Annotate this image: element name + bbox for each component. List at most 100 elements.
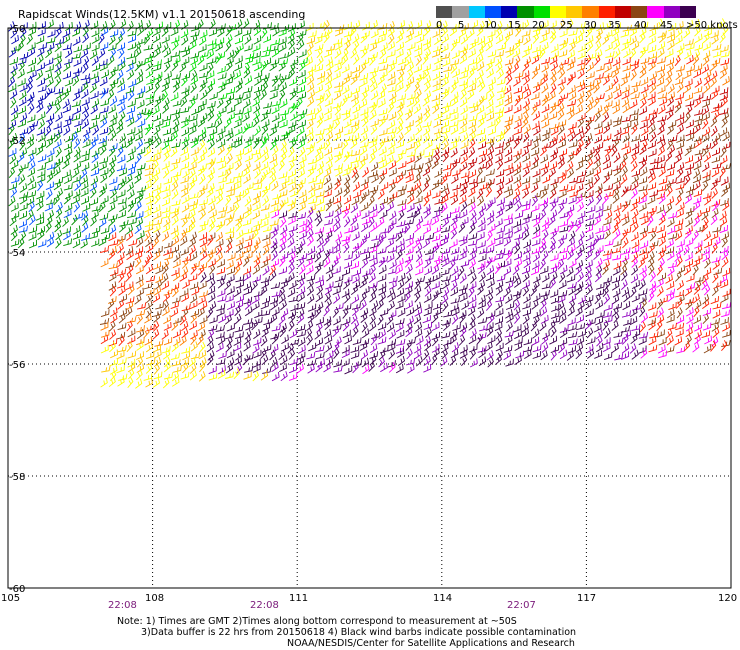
wind-barb <box>278 28 287 37</box>
wind-barb <box>261 119 270 129</box>
wind-barb <box>189 293 198 304</box>
wind-barb <box>325 68 333 80</box>
wind-barb <box>278 242 286 254</box>
wind-barb <box>532 309 541 319</box>
wind-barb <box>567 237 575 248</box>
wind-barb <box>568 85 576 95</box>
wind-barb <box>693 118 702 128</box>
wind-barb <box>117 197 127 205</box>
wind-barb <box>505 188 514 199</box>
legend-swatch <box>647 6 664 18</box>
wind-barb <box>44 125 52 137</box>
wind-barb <box>253 218 262 228</box>
wind-barb <box>99 245 110 253</box>
wind-barb <box>496 159 504 171</box>
wind-barb <box>604 209 613 220</box>
wind-barb <box>559 225 569 233</box>
wind-barb <box>440 43 449 53</box>
wind-barb <box>523 131 530 143</box>
wind-barb <box>136 337 145 346</box>
wind-barb <box>271 209 280 219</box>
wind-barb <box>200 250 208 261</box>
wind-barb <box>685 334 692 346</box>
wind-barb <box>587 317 596 326</box>
wind-barb <box>344 252 353 261</box>
wind-barb <box>368 170 378 178</box>
wind-barb <box>433 55 442 65</box>
wind-barb <box>71 100 81 108</box>
wind-barb <box>171 60 179 72</box>
wind-barb <box>82 42 91 51</box>
wind-barb <box>305 327 313 339</box>
wind-barb <box>260 161 269 171</box>
wind-barb <box>288 224 298 233</box>
wind-barb <box>441 257 450 267</box>
wind-barb <box>8 148 17 157</box>
wind-barb <box>82 62 89 74</box>
wind-barb <box>45 64 54 73</box>
wind-barb <box>190 51 200 59</box>
wind-barb <box>684 258 693 268</box>
wind-barb <box>494 218 503 228</box>
lon-label: 117 <box>577 593 597 604</box>
wind-barb <box>478 134 487 144</box>
wind-barb <box>35 196 44 206</box>
wind-barb <box>631 323 641 331</box>
wind-barb <box>550 181 558 192</box>
wind-barb <box>207 167 215 177</box>
wind-barb <box>631 169 641 177</box>
wind-barb <box>162 190 171 200</box>
wind-barb <box>523 89 532 99</box>
wind-barb <box>674 153 682 164</box>
wind-barb <box>218 175 227 184</box>
wind-barb <box>666 281 675 291</box>
wind-barb <box>692 257 701 268</box>
wind-barb <box>440 356 448 367</box>
wind-barb <box>197 103 205 114</box>
wind-barb <box>568 195 577 205</box>
wind-barb <box>116 331 126 340</box>
wind-barb <box>523 139 532 149</box>
wind-barb <box>469 202 476 213</box>
wind-barb <box>270 313 278 324</box>
wind-barb <box>350 223 359 233</box>
wind-barb <box>171 35 180 44</box>
wind-barb <box>262 265 270 276</box>
wind-barb <box>359 77 368 87</box>
wind-barb <box>658 215 666 226</box>
wind-barb <box>225 363 234 374</box>
wind-barb <box>351 305 359 317</box>
wind-barb <box>460 154 468 165</box>
wind-barb <box>577 210 586 220</box>
wind-barb <box>63 230 71 241</box>
wind-barb <box>386 78 396 87</box>
wind-barb <box>317 95 325 106</box>
wind-barb <box>568 221 575 233</box>
wind-barb <box>577 155 586 164</box>
wind-barb <box>566 350 574 361</box>
wind-barb <box>116 350 125 360</box>
wind-barb <box>404 222 411 234</box>
wind-barb <box>351 166 358 178</box>
wind-barb <box>485 99 494 109</box>
wind-barb <box>540 289 550 297</box>
wind-barb <box>676 47 684 58</box>
wind-barb <box>117 376 125 387</box>
wind-barb <box>505 321 513 332</box>
wind-barb <box>721 141 731 150</box>
wind-barb <box>189 363 197 374</box>
wind-barb <box>694 42 704 51</box>
wind-barb <box>676 208 684 218</box>
wind-barb <box>351 65 360 74</box>
wind-barb <box>711 147 720 157</box>
wind-barb <box>602 259 610 270</box>
wind-barb <box>577 295 586 305</box>
wind-barb <box>80 196 89 205</box>
wind-barb <box>388 280 397 290</box>
wind-barb <box>603 169 613 178</box>
wind-barb <box>612 83 621 94</box>
wind-barb <box>594 121 603 130</box>
wind-barb <box>152 261 161 270</box>
wind-barb <box>406 163 416 172</box>
wind-barb <box>109 329 117 340</box>
